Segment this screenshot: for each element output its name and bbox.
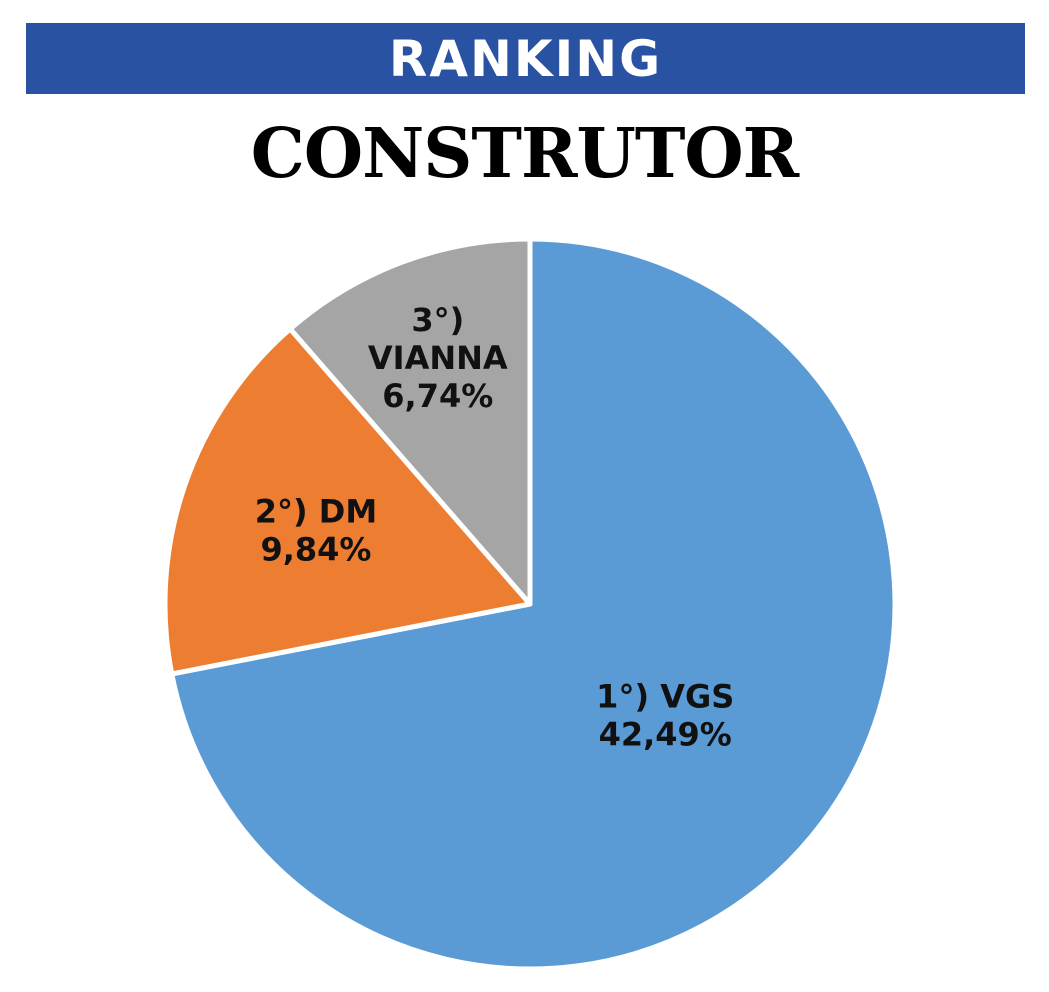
slice-label-line: 3°) [411,301,464,339]
slice-label-dm: 2°) DM 9,84% [255,493,377,569]
slice-label-line: VIANNA [368,339,508,377]
banner-title: RANKING [388,29,663,88]
chart-title: CONSTRUTOR [250,114,799,194]
slice-label-vianna: 3°) VIANNA 6,74% [368,301,508,415]
pie-slices [162,236,898,972]
slice-label-line: 42,49% [599,715,732,753]
pie-slice-vgs [169,236,898,972]
slice-label-line: 2°) DM [255,493,377,531]
pie-slice-dm [162,326,533,677]
slice-label-line: 9,84% [260,531,371,569]
pie-labels: 1°) VGS 42,49% 2°) DM 9,84% 3°) VIANNA 6,74% [255,301,735,753]
slice-label-line: 1°) VGS [596,677,734,715]
pie-slice-vianna [287,236,533,607]
slice-label-vgs: 1°) VGS 42,49% [596,677,734,753]
ranking-banner: RANKING [26,23,1025,94]
slice-label-line: 6,74% [382,377,493,415]
